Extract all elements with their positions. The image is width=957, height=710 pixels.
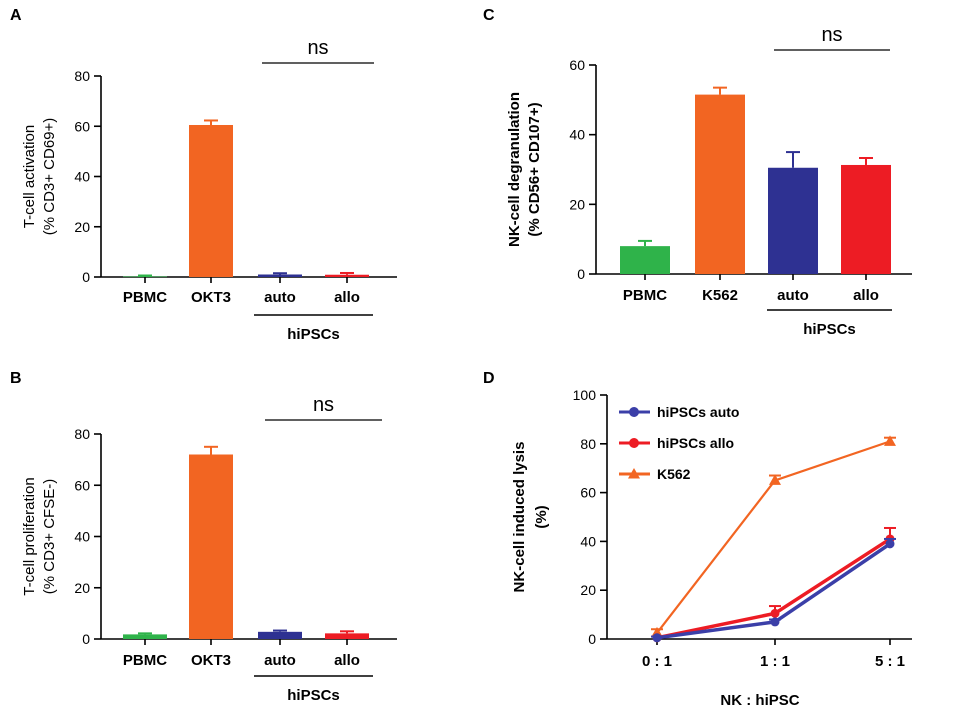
data-point bbox=[884, 435, 896, 446]
x-axis-label: NK : hiPSC bbox=[720, 692, 799, 709]
category-label: PBMC bbox=[123, 652, 167, 669]
data-point bbox=[769, 474, 781, 485]
category-label: allo bbox=[334, 652, 360, 669]
legend-label: K562 bbox=[657, 466, 691, 482]
panel-letter-d: D bbox=[483, 370, 495, 387]
category-label: auto bbox=[264, 652, 296, 669]
category-label: allo bbox=[334, 289, 360, 306]
y-tick-label: 0 bbox=[82, 631, 90, 647]
group-label: hiPSCs bbox=[287, 687, 340, 704]
bar-allo bbox=[841, 164, 891, 274]
bar-auto bbox=[258, 631, 302, 639]
significance-label: ns bbox=[821, 24, 842, 46]
y-tick-label: 20 bbox=[74, 219, 90, 235]
category-label: auto bbox=[264, 289, 296, 306]
y-axis-label: T-cell activation (% CD3+ CD69+) bbox=[21, 118, 58, 236]
data-point bbox=[885, 539, 895, 549]
bar-auto bbox=[258, 274, 302, 277]
y-tick-label: 100 bbox=[573, 387, 597, 403]
panel-b-bar-chart: 0 20 40 60 80 T-cell proliferation (% CD3+ CFS… bbox=[21, 394, 397, 704]
bar-pbmc bbox=[620, 246, 670, 274]
y-tick-label: 0 bbox=[82, 269, 90, 285]
legend-label: hiPSCs allo bbox=[657, 435, 734, 451]
y-tick-label: 80 bbox=[74, 68, 90, 84]
y-axis-label: NK-cell induced lysis (%) bbox=[511, 442, 550, 593]
y-tick-label: 40 bbox=[580, 533, 596, 549]
category-label: K562 bbox=[702, 287, 738, 304]
y-tick-label: 40 bbox=[74, 529, 90, 545]
y-tick-label: 60 bbox=[569, 57, 585, 73]
y-axis-label: NK-cell degranulation (% CD56+ CD107+) bbox=[506, 92, 543, 247]
y-tick-label: 80 bbox=[580, 436, 596, 452]
category-label: auto bbox=[777, 287, 809, 304]
bar-allo bbox=[325, 633, 369, 639]
category-label: OKT3 bbox=[191, 289, 231, 306]
y-tick-label: 20 bbox=[569, 196, 585, 212]
category-label: PBMC bbox=[123, 289, 167, 306]
significance-label: ns bbox=[313, 394, 334, 416]
bar-okt3 bbox=[189, 124, 233, 278]
x-tick-label: 5 : 1 bbox=[875, 653, 905, 670]
bar-allo bbox=[325, 274, 369, 277]
panel-letter-c: C bbox=[483, 7, 495, 24]
y-tick-label: 0 bbox=[588, 631, 596, 647]
bar-pbmc bbox=[123, 276, 167, 278]
legend-swatch-marker bbox=[628, 468, 640, 479]
bar-pbmc bbox=[123, 634, 167, 639]
y-tick-label: 40 bbox=[74, 169, 90, 185]
y-axis-label: T-cell proliferation (% CD3+ CFSE-) bbox=[21, 477, 58, 595]
y-tick-label: 40 bbox=[569, 127, 585, 143]
y-tick-label: 80 bbox=[74, 426, 90, 442]
x-tick-label: 1 : 1 bbox=[760, 653, 790, 670]
panel-a-bar-chart: 0 20 40 60 80 T-cell activation (% CD3+ CD69+)… bbox=[21, 37, 397, 343]
y-tick-label: 20 bbox=[580, 582, 596, 598]
y-tick-label: 20 bbox=[74, 580, 90, 596]
legend-label: hiPSCs auto bbox=[657, 404, 739, 420]
legend-swatch-marker bbox=[629, 438, 639, 448]
panel-letter-a: A bbox=[10, 7, 22, 24]
bar-okt3 bbox=[189, 454, 233, 639]
y-tick-label: 60 bbox=[74, 118, 90, 134]
significance-label: ns bbox=[307, 37, 328, 59]
legend-swatch-marker bbox=[629, 407, 639, 417]
category-label: PBMC bbox=[623, 287, 667, 304]
y-tick-label: 60 bbox=[580, 485, 596, 501]
group-label: hiPSCs bbox=[803, 321, 856, 338]
data-point bbox=[770, 617, 780, 627]
y-tick-label: 0 bbox=[577, 266, 585, 282]
category-label: allo bbox=[853, 287, 879, 304]
x-tick-label: 0 : 1 bbox=[642, 653, 672, 670]
panel-letter-b: B bbox=[10, 370, 22, 387]
category-label: OKT3 bbox=[191, 652, 231, 669]
bar-auto bbox=[768, 167, 818, 274]
data-point bbox=[770, 608, 780, 618]
panel-d-line-chart: 0 20 40 60 80 100 0 : 1 1 : 1 5 : 1 NK : hiPSC NK-… bbox=[511, 387, 912, 709]
bar-k562 bbox=[695, 94, 745, 274]
y-tick-label: 60 bbox=[74, 477, 90, 493]
data-point bbox=[652, 633, 662, 643]
panel-c-bar-chart: 0 20 40 60 NK-cell degranulation (% CD56+ CD1… bbox=[506, 24, 912, 338]
series-line-k562 bbox=[656, 440, 891, 634]
group-label: hiPSCs bbox=[287, 326, 340, 343]
